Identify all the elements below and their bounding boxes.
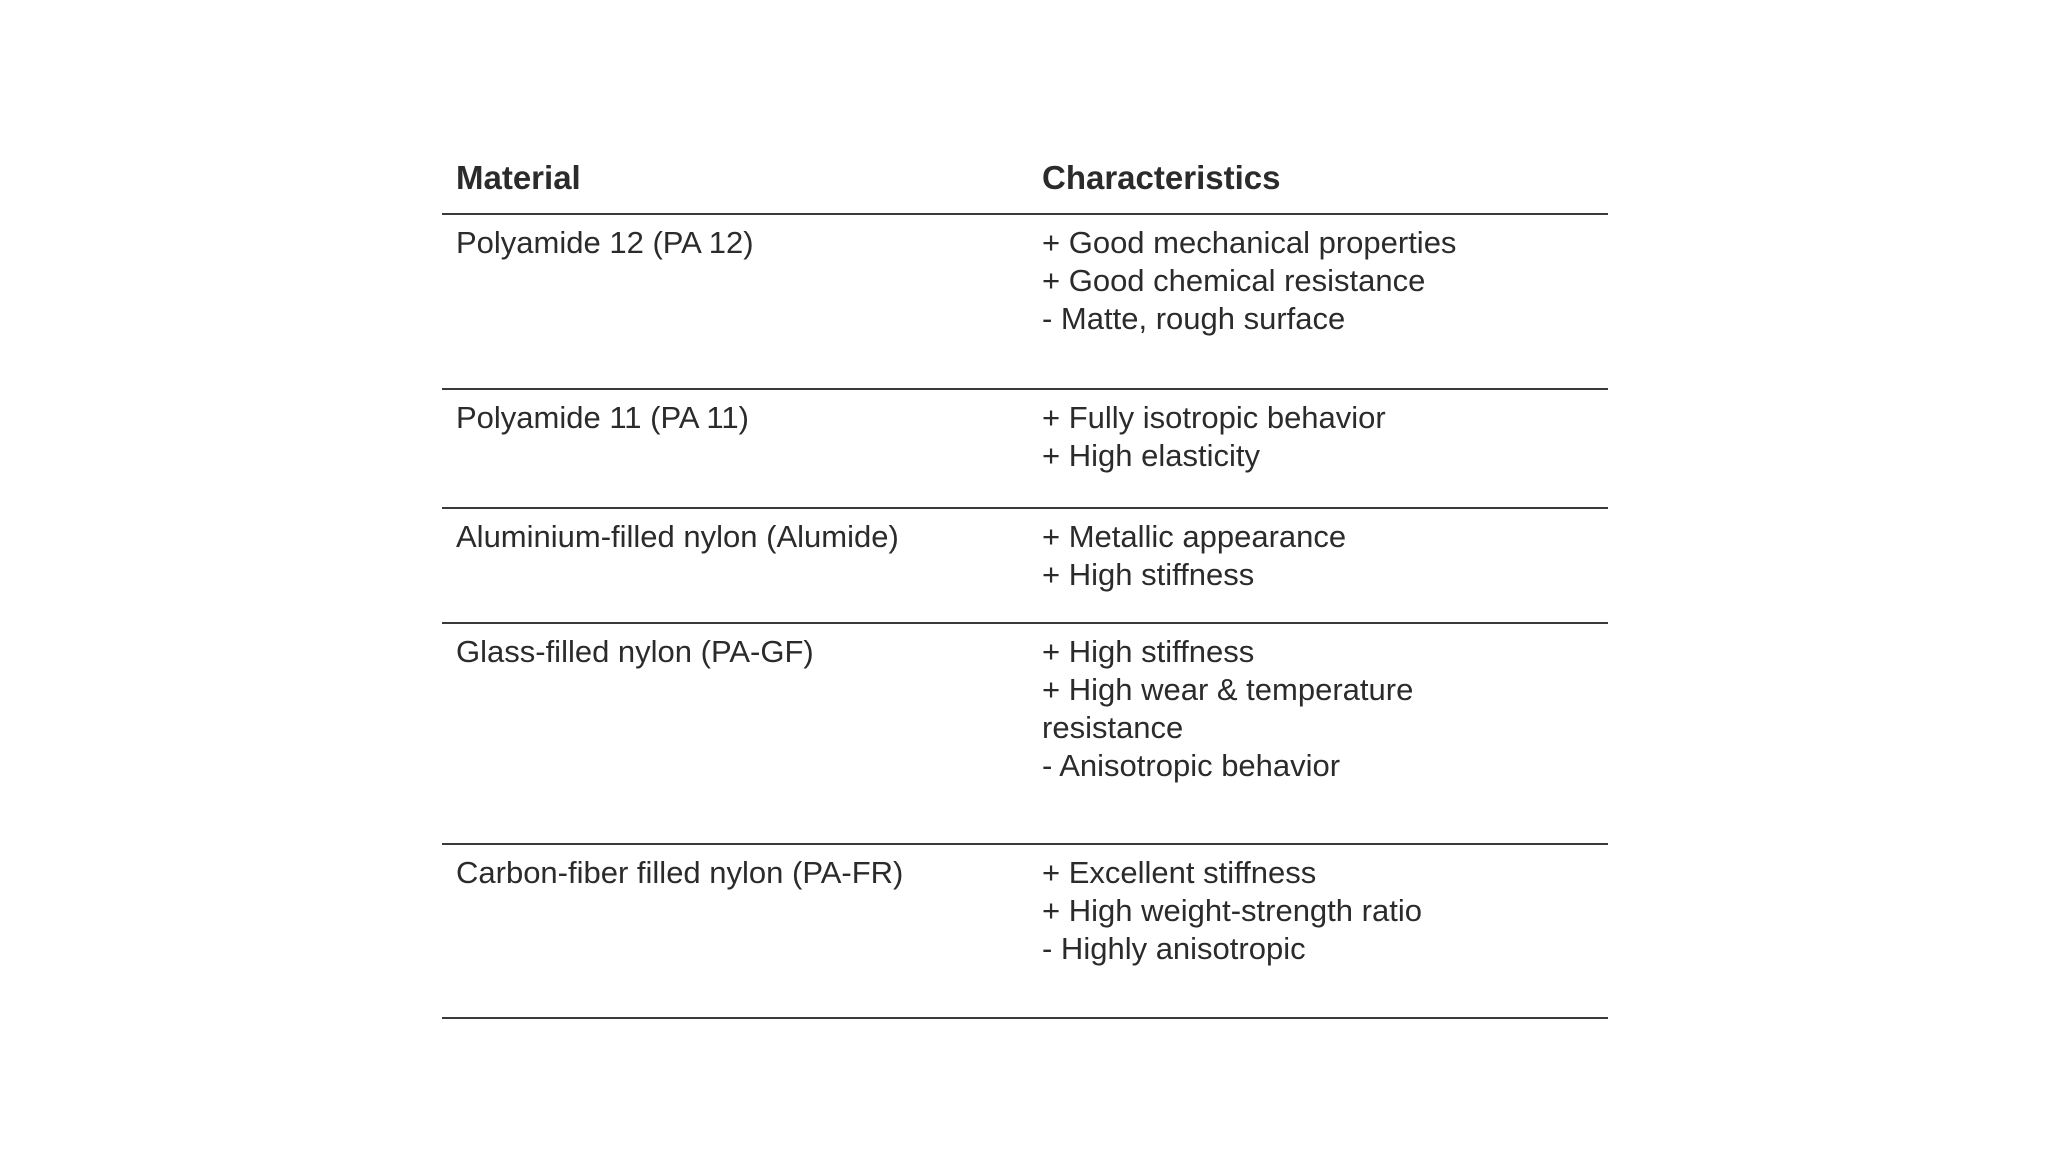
table-row: Carbon-fiber filled nylon (PA-FR) + Exce… [442, 843, 1608, 1017]
material-cell: Glass-filled nylon (PA-GF) [456, 634, 814, 669]
characteristic-line: + High stiffness [1042, 634, 1255, 669]
table-bottom-rule [442, 1017, 1608, 1019]
characteristic-line: + High wear & temperature resistance [1042, 672, 1414, 745]
table-row: Aluminium-filled nylon (Alumide) + Metal… [442, 507, 1608, 622]
material-cell: Carbon-fiber filled nylon (PA-FR) [456, 855, 904, 890]
characteristic-line: + High weight-strength ratio [1042, 893, 1422, 928]
characteristic-line: - Highly anisotropic [1042, 931, 1306, 966]
characteristic-line: + Good mechanical properties [1042, 225, 1457, 260]
characteristic-line: - Anisotropic behavior [1042, 748, 1341, 783]
characteristics-lines: + Metallic appearance + High stiffness [1042, 518, 1542, 594]
material-cell: Aluminium-filled nylon (Alumide) [456, 519, 899, 554]
characteristic-line: + High elasticity [1042, 438, 1260, 473]
characteristic-line: + Metallic appearance [1042, 519, 1347, 554]
material-cell: Polyamide 12 (PA 12) [456, 225, 754, 260]
characteristics-lines: + Excellent stiffness + High weight-stren… [1042, 854, 1542, 968]
characteristic-line: + Good chemical resistance [1042, 263, 1426, 298]
column-header-characteristics: Characteristics [1042, 159, 1281, 196]
column-header-material: Material [456, 159, 581, 196]
characteristic-line: + High stiffness [1042, 557, 1255, 592]
table-body: Polyamide 12 (PA 12) + Good mechanical p… [442, 213, 1608, 1017]
table-header-row: Material Characteristics [442, 150, 1608, 213]
characteristics-lines: + Fully isotropic behavior + High elastic… [1042, 399, 1542, 475]
characteristics-cell: + Metallic appearance + High stiffness [1042, 509, 1608, 622]
characteristics-lines: + High stiffness + High wear & temperatur… [1042, 633, 1542, 785]
characteristics-cell: + Excellent stiffness + High weight-stren… [1042, 845, 1608, 1017]
table-row: Polyamide 12 (PA 12) + Good mechanical p… [442, 213, 1608, 388]
materials-table: Material Characteristics Polyamide 12 (P… [442, 150, 1608, 1019]
characteristic-line: + Excellent stiffness [1042, 855, 1317, 890]
characteristic-line: + Fully isotropic behavior [1042, 400, 1386, 435]
characteristics-lines: + Good mechanical properties + Good chemi… [1042, 224, 1542, 338]
characteristics-cell: + Good mechanical properties + Good chemi… [1042, 215, 1608, 388]
characteristics-cell: + High stiffness + High wear & temperatur… [1042, 624, 1608, 843]
material-cell: Polyamide 11 (PA 11) [456, 400, 749, 435]
table-row: Glass-filled nylon (PA-GF) + High stiffn… [442, 622, 1608, 843]
characteristics-cell: + Fully isotropic behavior + High elastic… [1042, 390, 1608, 507]
characteristic-line: - Matte, rough surface [1042, 301, 1346, 336]
table-row: Polyamide 11 (PA 11) + Fully isotropic b… [442, 388, 1608, 507]
